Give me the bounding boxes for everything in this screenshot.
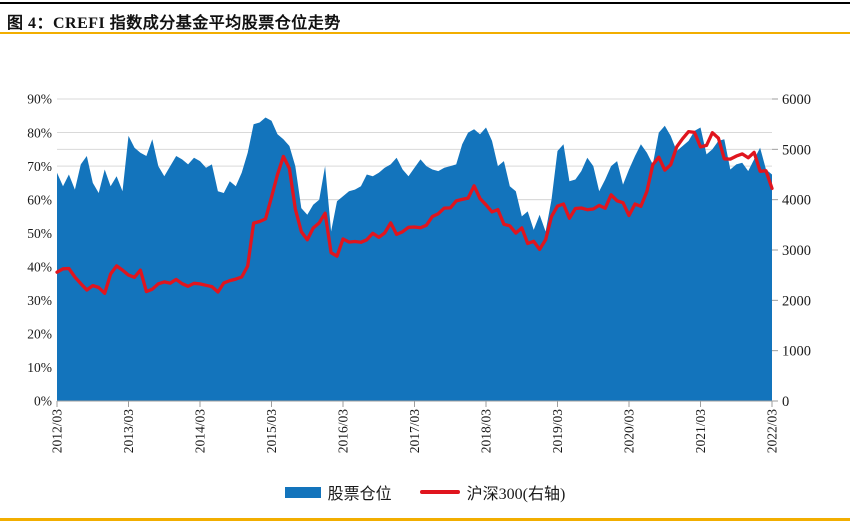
left-axis-tick-label: 60% xyxy=(27,192,52,207)
right-axis-tick-label: 0 xyxy=(782,394,789,410)
legend-label-line: 沪深300(右轴) xyxy=(466,486,566,503)
title-underline-rule xyxy=(0,32,850,34)
x-axis-tick-label: 2014/03 xyxy=(193,409,208,454)
x-axis-tick-label: 2018/03 xyxy=(479,409,494,454)
left-axis-tick-label: 30% xyxy=(27,293,52,308)
legend-label-area: 股票仓位 xyxy=(327,486,392,503)
left-axis-labels: 0% 10% 20% 30% 40% 50% 60% 70% 80% 90% xyxy=(27,92,52,409)
right-axis-tick-label: 1000 xyxy=(782,344,811,360)
x-axis-tick-label: 2013/03 xyxy=(121,409,136,454)
x-axis-tick-label: 2020/03 xyxy=(622,409,637,454)
x-axis-tick-label: 2015/03 xyxy=(264,409,279,454)
left-axis-tick-label: 90% xyxy=(27,92,52,107)
left-axis-tick-label: 20% xyxy=(27,327,52,342)
line-series xyxy=(55,129,774,295)
area-series xyxy=(57,117,772,401)
left-axis-tick-label: 40% xyxy=(27,259,52,274)
right-axis-tick-label: 6000 xyxy=(782,92,811,108)
left-axis-tick-label: 0% xyxy=(34,394,52,409)
x-axis-labels: 2012/03 2013/03 2014/03 2015/03 2016/03 2017/… xyxy=(50,409,780,454)
right-axis-tick-label: 2000 xyxy=(782,293,811,309)
right-axis-tick-label: 4000 xyxy=(782,193,811,209)
right-axis-labels: 0 1000 2000 3000 4000 5000 6000 xyxy=(782,92,811,410)
x-axis-tick-label: 2016/03 xyxy=(336,409,351,454)
x-axis-tick-label: 2017/03 xyxy=(407,409,422,454)
legend-item-area: 股票仓位 xyxy=(284,480,392,504)
legend-item-line: 沪深300(右轴) xyxy=(419,480,566,504)
left-axis-tick-label: 70% xyxy=(27,159,52,174)
line-series-swatch xyxy=(419,490,460,494)
right-axis-tick-label: 5000 xyxy=(782,142,811,158)
left-axis-tick-label: 80% xyxy=(27,125,52,140)
chart-legend: 股票仓位 沪深300(右轴) xyxy=(0,480,850,504)
left-axis-tick-label: 50% xyxy=(27,226,52,241)
figure-caption: 图 4：CREFI 指数成分基金平均股票仓位走势 xyxy=(7,15,341,32)
x-axis-tick-label: 2019/03 xyxy=(550,409,565,454)
axes xyxy=(56,98,778,407)
area-series-swatch xyxy=(284,486,321,498)
bottom-rule xyxy=(0,518,850,521)
x-axis-tick-label: 2012/03 xyxy=(50,409,65,454)
right-axis-tick-label: 3000 xyxy=(782,243,811,259)
x-axis-tick-label: 2022/03 xyxy=(765,409,780,454)
left-axis-tick-label: 10% xyxy=(27,360,52,375)
top-rule xyxy=(0,2,850,4)
x-axis-tick-label: 2021/03 xyxy=(693,409,708,454)
